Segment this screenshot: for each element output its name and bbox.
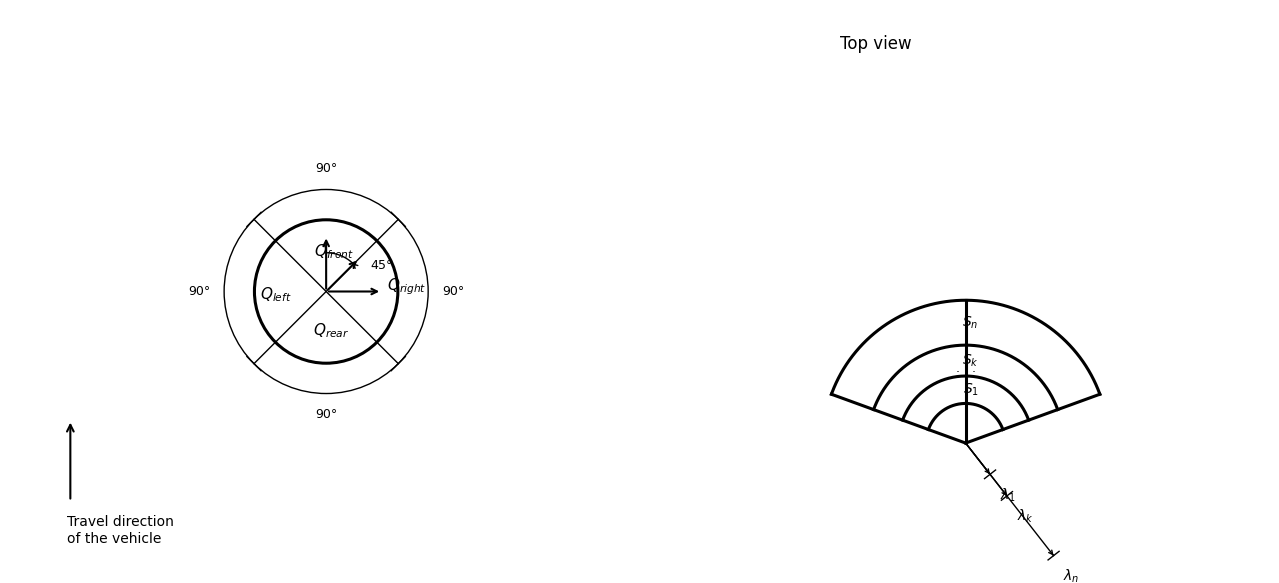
- Text: 90°: 90°: [315, 408, 338, 420]
- Text: $S_n$: $S_n$: [963, 314, 978, 331]
- Text: $\lambda_n$: $\lambda_n$: [1063, 568, 1079, 583]
- Text: $S_1$: $S_1$: [963, 381, 978, 398]
- Text: $S_k$: $S_k$: [962, 352, 978, 369]
- Text: $Q_{right}$: $Q_{right}$: [388, 276, 426, 297]
- Text: 90°: 90°: [443, 285, 464, 298]
- Text: 90°: 90°: [188, 285, 210, 298]
- Text: $45°$: $45°$: [370, 259, 393, 272]
- Text: $Q_{left}$: $Q_{left}$: [260, 285, 292, 304]
- Text: $Q_{rear}$: $Q_{rear}$: [313, 322, 349, 340]
- Text: 90°: 90°: [315, 163, 338, 175]
- Text: $\lambda_1$: $\lambda_1$: [1000, 486, 1016, 504]
- Text: $\lambda_k$: $\lambda_k$: [1017, 508, 1033, 525]
- Text: Top view: Top view: [840, 35, 912, 53]
- Text: . . .: . . .: [955, 361, 976, 374]
- Text: $Q_{front}$: $Q_{front}$: [315, 243, 354, 261]
- Text: Travel direction
of the vehicle: Travel direction of the vehicle: [68, 515, 174, 546]
